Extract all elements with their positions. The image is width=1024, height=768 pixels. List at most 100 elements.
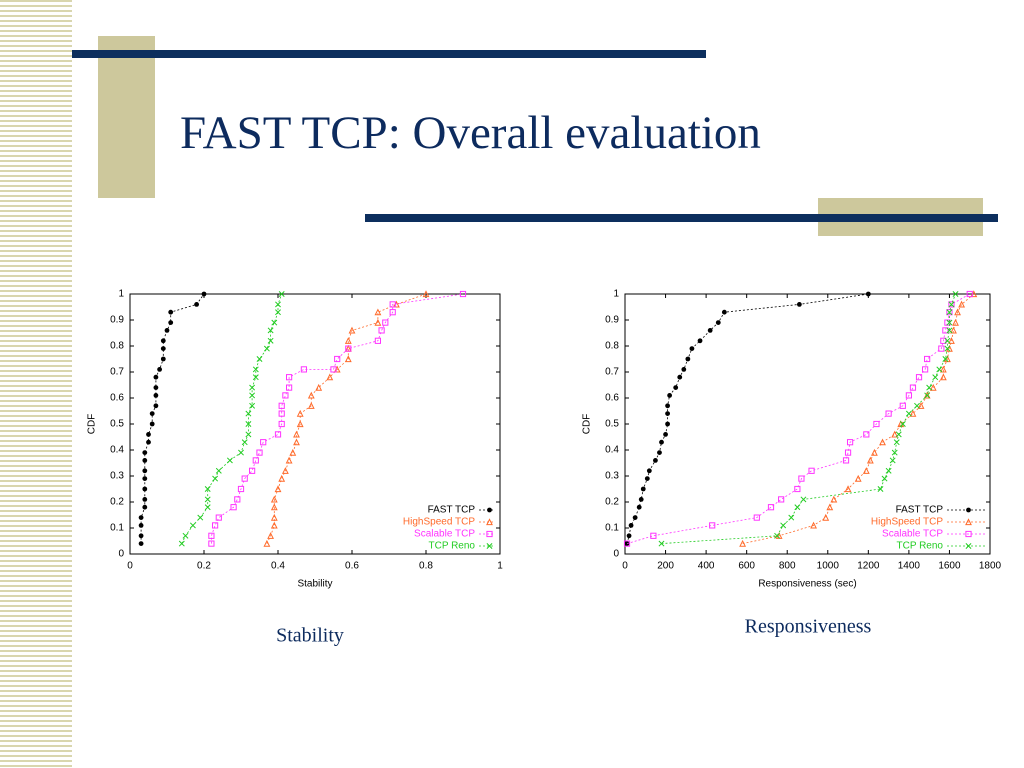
point	[939, 373, 947, 381]
y-tick-label: 0.6	[110, 393, 124, 404]
legend-label: FAST TCP	[428, 505, 476, 516]
point	[160, 338, 166, 344]
point	[330, 366, 337, 373]
point	[944, 345, 951, 352]
point	[326, 373, 334, 381]
x-tick-label: 1200	[857, 561, 880, 572]
point	[877, 486, 884, 492]
point	[924, 355, 931, 363]
point	[212, 475, 219, 482]
point	[274, 431, 282, 438]
point	[944, 337, 951, 344]
point	[663, 432, 668, 437]
point	[374, 337, 381, 344]
point	[241, 475, 248, 482]
point	[189, 522, 196, 529]
point	[709, 522, 716, 529]
point	[796, 302, 802, 307]
decor-bar	[72, 50, 706, 58]
y-tick-label: 0.4	[605, 445, 619, 456]
point	[182, 532, 189, 539]
legend-label: FAST TCP	[896, 505, 944, 516]
legend-marker	[487, 507, 492, 513]
x-tick-label: 0	[127, 561, 133, 572]
series-line	[626, 293, 869, 544]
point	[946, 319, 953, 326]
point	[889, 457, 896, 464]
point	[899, 421, 906, 427]
point	[307, 402, 315, 409]
point	[673, 385, 679, 390]
point	[922, 366, 929, 373]
legend-label: TCP Reno	[896, 541, 943, 552]
y-tick-label: 0.1	[110, 523, 124, 534]
point	[958, 300, 966, 308]
y-tick-label: 0	[118, 549, 124, 560]
point	[774, 532, 781, 539]
point	[626, 533, 632, 539]
point	[794, 504, 801, 511]
point	[865, 291, 871, 297]
point	[245, 410, 252, 417]
point	[142, 468, 148, 474]
point	[808, 467, 815, 474]
point	[942, 327, 949, 334]
point	[644, 476, 650, 481]
point	[138, 515, 144, 520]
point	[822, 513, 830, 521]
point	[153, 385, 159, 390]
decor-stripes	[0, 0, 72, 768]
point	[707, 328, 713, 333]
point	[281, 467, 289, 474]
point	[915, 374, 923, 381]
point	[885, 467, 892, 474]
point	[863, 431, 870, 438]
point	[893, 439, 900, 446]
point	[946, 309, 953, 316]
series-line	[626, 293, 970, 544]
point	[278, 420, 285, 428]
legend-marker	[965, 543, 972, 549]
point	[286, 384, 293, 391]
point	[296, 420, 304, 428]
point	[794, 485, 801, 493]
point	[278, 474, 286, 482]
point	[948, 301, 955, 308]
point	[810, 521, 817, 529]
point	[873, 420, 880, 428]
series-line	[140, 293, 205, 544]
point	[215, 467, 222, 474]
point	[142, 450, 148, 455]
y-tick-label: 0.2	[110, 497, 124, 508]
point	[153, 374, 159, 380]
point	[936, 366, 943, 373]
point	[946, 327, 953, 334]
point	[923, 391, 931, 399]
point	[854, 474, 862, 482]
legend-label: Scalable TCP	[414, 529, 475, 540]
point	[293, 430, 300, 438]
y-tick-label: 0.7	[110, 367, 124, 378]
point	[879, 438, 886, 446]
x-tick-label: 1400	[898, 561, 921, 572]
point	[871, 448, 878, 456]
point	[950, 326, 957, 334]
point	[862, 467, 870, 474]
series-line	[211, 293, 464, 544]
point	[378, 327, 385, 334]
point	[252, 457, 259, 464]
point	[293, 438, 300, 446]
legend-marker	[486, 518, 493, 526]
point	[844, 449, 852, 456]
point	[138, 541, 144, 546]
point	[665, 403, 670, 409]
point	[632, 515, 638, 520]
point	[389, 309, 396, 316]
point	[249, 384, 256, 391]
point	[267, 327, 274, 334]
point	[926, 384, 933, 391]
chart-caption: Stability	[276, 625, 344, 647]
point	[278, 402, 285, 409]
